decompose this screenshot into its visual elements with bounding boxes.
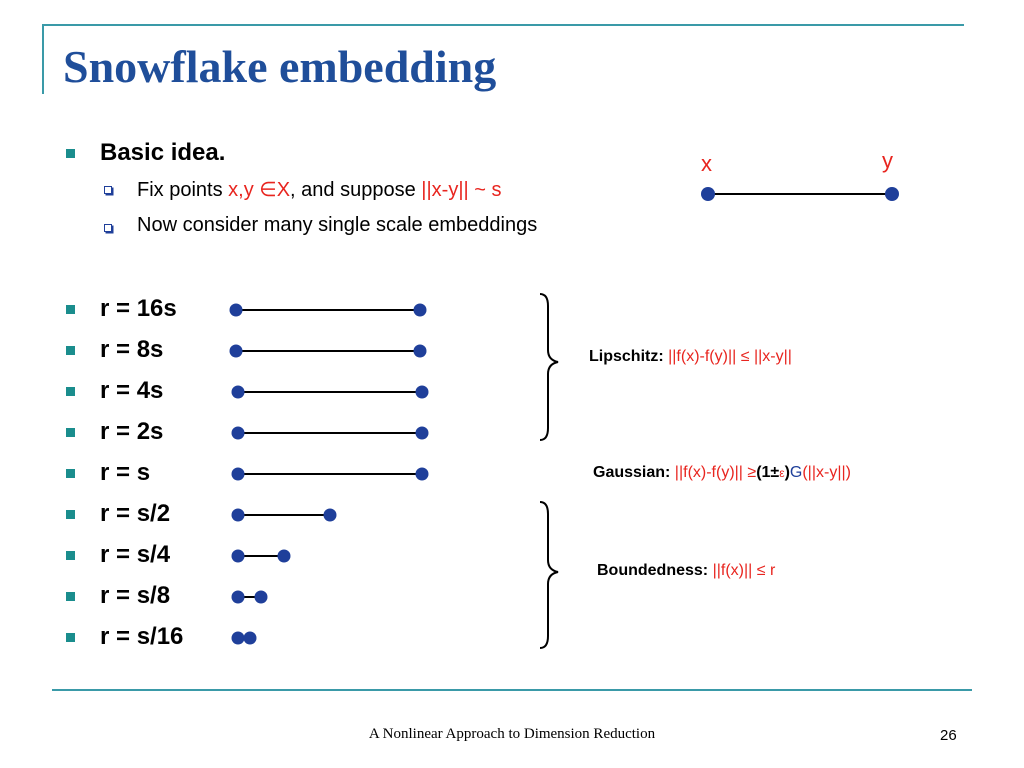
scale-start-dot [229,303,243,317]
scale-label: r = s [100,459,151,486]
boundedness-property: Boundedness: ||f(x)|| ≤ r [597,562,776,579]
bullet-marker [66,592,75,601]
scale-start-dot [231,508,245,522]
scale-end-dot [413,344,427,358]
scale-label: r = s/16 [100,623,184,650]
point-x-dot [701,187,715,201]
scale-segment [231,385,429,399]
scale-start-dot [231,631,245,645]
bullet-marker [66,387,75,396]
scale-end-dot [415,385,429,399]
bullet-marker [66,551,75,560]
sub-bullet-marker [104,224,112,232]
scale-start-dot [231,426,245,440]
scale-end-dot [243,631,257,645]
bottom-rule [52,689,972,691]
scale-end-dot [323,508,337,522]
slide-title: Snowflake embedding [63,41,497,92]
scale-label: r = 16s [100,295,177,322]
scale-end-dot [415,426,429,440]
scale-segment [231,549,291,563]
scale-segment [229,344,427,358]
scale-label: r = 4s [100,377,164,404]
scale-segment [229,303,427,317]
scale-label: r = s/8 [100,582,171,609]
page-number: 26 [940,727,957,744]
scale-start-dot [231,385,245,399]
point-x-label: x [701,151,712,176]
scale-end-dot [413,303,427,317]
sub-bullet-fix-points: Fix points x,y ∈X, and suppose ||x-y|| ~… [137,179,502,201]
scale-start-dot [231,549,245,563]
lower-brace [539,501,559,649]
bullet-marker [66,346,75,355]
point-y-label: y [882,148,893,173]
bullet-marker [66,428,75,437]
xy-segment-diagram [701,187,899,201]
scale-label: r = s/4 [100,541,171,568]
slide-footer: A Nonlinear Approach to Dimension Reduct… [368,726,656,742]
scale-segment [231,631,257,645]
point-y-dot [885,187,899,201]
scale-segment [231,508,337,522]
lipschitz-property: Lipschitz: ||f(x)-f(y)|| ≤ ||x-y|| [589,348,792,365]
scale-label: r = 2s [100,418,164,445]
sub-bullet-consider: Now consider many single scale embedding… [137,214,538,236]
bullet-marker [66,149,75,158]
sub-bullet-marker [104,186,112,194]
bullet-marker [66,510,75,519]
scale-end-dot [415,467,429,481]
scale-start-dot [231,590,245,604]
basic-idea-heading: Basic idea. [100,139,226,166]
upper-brace [539,293,559,441]
bullet-marker [66,469,75,478]
top-rule [42,24,964,26]
scale-label: r = s/2 [100,500,171,527]
scale-start-dot [229,344,243,358]
bullet-marker [66,305,75,314]
scale-segment [231,467,429,481]
scale-label: r = 8s [100,336,164,363]
scale-segment [231,426,429,440]
scale-start-dot [231,467,245,481]
scale-end-dot [254,590,268,604]
bullet-marker [66,633,75,642]
scale-segment [231,590,268,604]
left-rule [42,24,44,94]
scale-end-dot [277,549,291,563]
gaussian-property: Gaussian: ||f(x)-f(y)|| ≥(1±ε)G(||x-y||) [593,464,851,481]
